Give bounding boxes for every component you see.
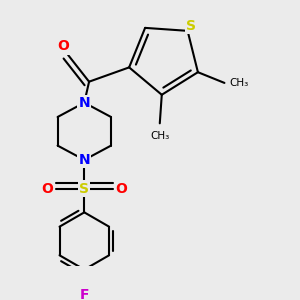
Text: CH₃: CH₃: [229, 78, 248, 88]
Text: O: O: [116, 182, 128, 196]
Text: S: S: [79, 182, 89, 196]
Text: N: N: [79, 96, 90, 110]
Text: CH₃: CH₃: [150, 131, 170, 141]
Text: O: O: [57, 39, 69, 53]
Text: S: S: [186, 19, 197, 33]
Text: F: F: [80, 288, 89, 300]
Text: O: O: [41, 182, 53, 196]
Text: N: N: [79, 153, 90, 167]
